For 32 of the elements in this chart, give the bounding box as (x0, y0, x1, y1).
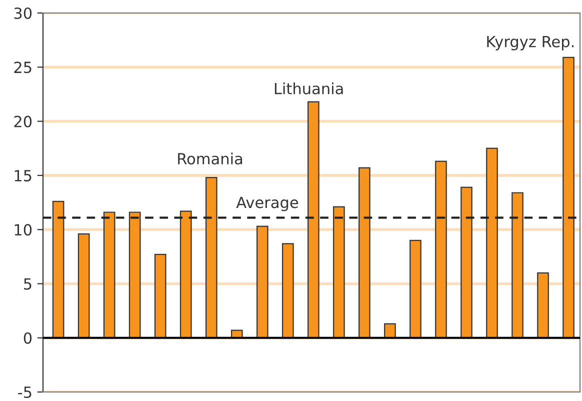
ref-line-label: Average (236, 196, 298, 212)
bar (78, 233, 90, 338)
bar (384, 323, 396, 338)
y-tick-label: 10 (14, 224, 32, 236)
bar (205, 177, 218, 338)
y-tick-label: -5 (18, 386, 32, 398)
bar (460, 186, 472, 338)
bar (358, 167, 370, 338)
bar (435, 160, 447, 338)
bar (103, 212, 116, 338)
y-tick-label: 30 (14, 7, 32, 20)
y-tick-label: 5 (24, 278, 32, 290)
y-tick-label: 20 (14, 116, 32, 128)
bar (486, 148, 498, 338)
y-tick-label: 25 (14, 62, 32, 74)
bar (333, 206, 345, 338)
y-tick-label: 0 (24, 332, 32, 344)
annotation: Kyrgyz Rep. (487, 36, 574, 50)
bar (154, 254, 166, 338)
bar (537, 272, 549, 338)
bar (308, 101, 320, 338)
annotation: Lithuania (274, 82, 343, 94)
bar (256, 226, 268, 338)
bar (180, 210, 192, 338)
bar (512, 192, 524, 338)
annotation: Romania (178, 152, 242, 164)
bar (282, 243, 294, 338)
bar (52, 200, 64, 338)
y-tick-label: 15 (14, 170, 32, 182)
bar (128, 212, 141, 338)
bar (562, 56, 574, 338)
bar (410, 240, 422, 338)
